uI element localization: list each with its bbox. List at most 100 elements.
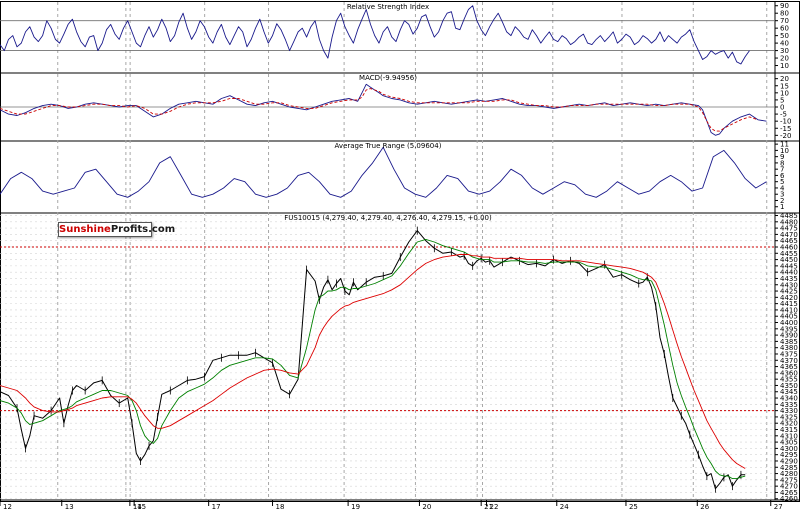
y-tick-label: 60 <box>780 25 789 33</box>
y-tick-label: 0 <box>780 104 784 112</box>
series-line-3-2 <box>0 254 746 469</box>
panel-title: MACD(-9.94956) <box>359 74 417 82</box>
series-line-1-1 <box>0 88 759 132</box>
y-tick-label: 4335 <box>780 401 798 409</box>
x-tick-label: 27 <box>774 503 783 511</box>
panel-title: Average True Range (5.09604) <box>335 142 442 150</box>
y-tick-label: 70 <box>780 17 789 25</box>
y-tick-label: 4435 <box>780 275 798 283</box>
panel-title: FUS10015 (4,279.40, 4,279.40, 4,276.40, … <box>284 214 492 222</box>
y-tick-label: 4345 <box>780 388 798 396</box>
y-tick-label: 4360 <box>780 369 798 377</box>
y-tick-label: 4450 <box>780 256 798 264</box>
y-tick-label: 4445 <box>780 262 798 270</box>
y-tick-label: 6 <box>780 172 785 180</box>
y-tick-label: 50 <box>780 32 789 40</box>
x-tick-label: 25 <box>629 503 638 511</box>
y-tick-label: -5 <box>780 111 787 119</box>
y-tick-label: 4375 <box>780 350 798 358</box>
logo-part-sunshine: Sunshine <box>59 224 111 235</box>
sunshine-profits-logo[interactable]: SunshineProfits.com <box>58 222 175 237</box>
y-tick-label: 10 <box>780 89 789 97</box>
y-tick-label: 4475 <box>780 225 798 233</box>
series-line-2-0 <box>0 146 767 198</box>
y-tick-label: 1 <box>780 203 784 211</box>
y-tick-label: 15 <box>780 82 789 90</box>
y-tick-label: 4320 <box>780 420 798 428</box>
y-tick-label: 80 <box>780 10 789 18</box>
y-tick-label: -15 <box>780 125 791 133</box>
y-tick-label: 4425 <box>780 288 798 296</box>
logo-part-profits: Profits.com <box>110 224 176 235</box>
y-tick-label: 5 <box>780 178 784 186</box>
y-tick-label: 4295 <box>780 451 798 459</box>
x-tick-label: 14 <box>133 503 142 511</box>
y-tick-label: 20 <box>780 55 789 63</box>
y-tick-label: 2 <box>780 197 784 205</box>
x-tick-label: 17 <box>212 503 221 511</box>
x-tick-label: 24 <box>560 503 569 511</box>
x-tick-label: 26 <box>700 503 709 511</box>
y-tick-label: 4400 <box>780 319 798 327</box>
series-line-1-0 <box>0 83 767 136</box>
y-tick-label: 4410 <box>780 306 798 314</box>
y-tick-label: 4265 <box>780 489 798 497</box>
y-tick-label: 4385 <box>780 338 798 346</box>
y-tick-label: 4485 <box>780 212 798 220</box>
series-line-3-1 <box>0 238 746 480</box>
y-tick-label: 4365 <box>780 363 798 371</box>
x-tick-label: 15 <box>137 503 146 511</box>
y-tick-label: 4275 <box>780 476 798 484</box>
y-tick-label: 4325 <box>780 413 798 421</box>
y-tick-label: 4 <box>780 184 785 192</box>
y-tick-label: 10 <box>780 147 789 155</box>
y-tick-label: 4280 <box>780 470 798 478</box>
x-tick-label: 20 <box>422 503 431 511</box>
y-tick-label: -20 <box>780 132 791 140</box>
y-tick-label: 11 <box>780 141 789 149</box>
x-tick-label: 22 <box>490 503 499 511</box>
y-tick-label: 4430 <box>780 281 798 289</box>
y-tick-label: 4395 <box>780 325 798 333</box>
y-tick-label: 4330 <box>780 407 798 415</box>
y-tick-label: 4270 <box>780 483 798 491</box>
y-tick-label: 3 <box>780 191 784 199</box>
y-tick-label: 4440 <box>780 269 798 277</box>
x-tick-label: 19 <box>351 503 360 511</box>
y-tick-label: 4460 <box>780 243 798 251</box>
y-tick-label: 4350 <box>780 382 798 390</box>
y-tick-label: 4465 <box>780 237 798 245</box>
y-tick-label: 4470 <box>780 231 798 239</box>
y-tick-label: 9 <box>780 153 784 161</box>
y-tick-label: 4285 <box>780 464 798 472</box>
y-tick-label: 4480 <box>780 218 798 226</box>
x-tick-label: 18 <box>276 503 285 511</box>
series-line-0-0 <box>0 5 750 65</box>
y-tick-label: 4415 <box>780 300 798 308</box>
y-tick-label: 4340 <box>780 395 798 403</box>
y-tick-label: 40 <box>780 40 789 48</box>
y-tick-label: 7 <box>780 166 784 174</box>
y-tick-label: 4420 <box>780 294 798 302</box>
y-tick-label: 4300 <box>780 445 798 453</box>
y-tick-label: 4310 <box>780 432 798 440</box>
y-tick-label: 4315 <box>780 426 798 434</box>
y-tick-label: 4405 <box>780 313 798 321</box>
y-tick-label: 4390 <box>780 332 798 340</box>
y-tick-label: -10 <box>780 118 791 126</box>
y-tick-label: 8 <box>780 159 784 167</box>
y-tick-label: 4455 <box>780 250 798 258</box>
x-tick-label: 21 <box>484 503 493 511</box>
y-tick-label: 30 <box>780 47 789 55</box>
y-tick-label: 4305 <box>780 439 798 447</box>
y-tick-label: 4260 <box>780 495 798 503</box>
y-tick-label: 4355 <box>780 376 798 384</box>
x-tick-label: 12 <box>3 503 12 511</box>
panel-title: Relative Strength Index <box>347 3 429 11</box>
y-tick-label: 20 <box>780 75 789 83</box>
y-tick-label: 90 <box>780 2 789 10</box>
y-tick-label: 4380 <box>780 344 798 352</box>
y-tick-label: 5 <box>780 96 784 104</box>
